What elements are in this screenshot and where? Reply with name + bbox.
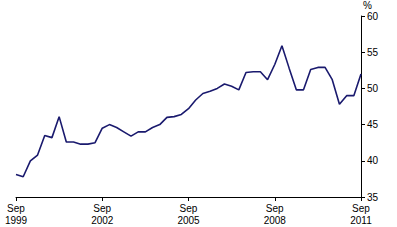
svg-text:Sep: Sep bbox=[266, 203, 284, 214]
svg-text:Sep: Sep bbox=[352, 203, 370, 214]
svg-text:2008: 2008 bbox=[264, 215, 287, 226]
svg-text:%: % bbox=[363, 0, 372, 11]
svg-text:50: 50 bbox=[367, 83, 379, 94]
svg-text:55: 55 bbox=[367, 47, 379, 58]
svg-text:2002: 2002 bbox=[91, 215, 114, 226]
svg-text:45: 45 bbox=[367, 119, 379, 130]
svg-text:2011: 2011 bbox=[350, 215, 372, 226]
svg-text:2005: 2005 bbox=[177, 215, 200, 226]
svg-text:Sep: Sep bbox=[180, 203, 198, 214]
svg-text:60: 60 bbox=[367, 11, 379, 22]
svg-text:1999: 1999 bbox=[5, 215, 28, 226]
svg-text:Sep: Sep bbox=[7, 203, 25, 214]
svg-text:40: 40 bbox=[367, 155, 379, 166]
svg-text:Sep: Sep bbox=[93, 203, 111, 214]
svg-text:35: 35 bbox=[367, 192, 379, 203]
